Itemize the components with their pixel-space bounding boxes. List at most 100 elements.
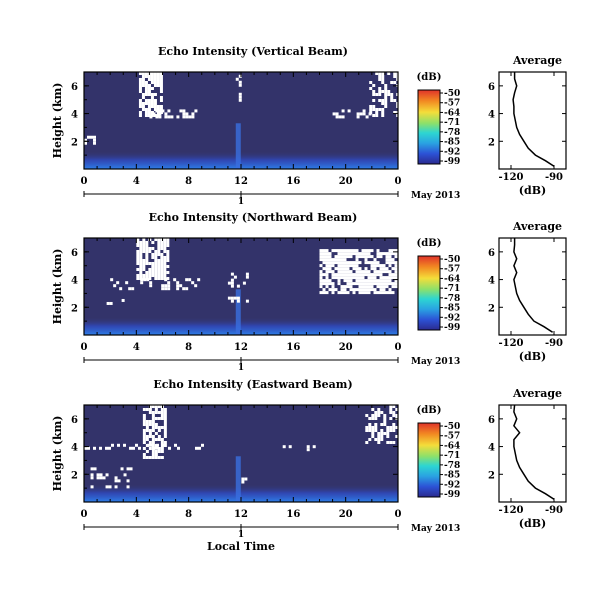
no-data-cell: [151, 444, 155, 447]
no-data-cell: [150, 93, 154, 96]
no-data-cell: [356, 112, 360, 116]
no-data-cell: [148, 247, 152, 250]
no-data-cell: [337, 258, 341, 262]
no-data-cell: [352, 249, 356, 253]
no-data-cell: [99, 473, 103, 477]
no-data-cell: [244, 477, 248, 481]
no-data-cell: [160, 241, 164, 244]
no-data-cell: [148, 456, 152, 459]
avg-y-tick-label: 4: [488, 443, 495, 454]
surface-echo-band: [84, 151, 398, 169]
no-data-cell: [151, 420, 155, 423]
no-data-cell: [126, 485, 130, 489]
no-data-cell: [368, 417, 372, 420]
no-data-cell: [319, 276, 323, 280]
no-data-cell: [369, 81, 373, 84]
no-data-cell: [322, 255, 326, 259]
no-data-cell: [385, 261, 389, 265]
no-data-cell: [382, 285, 386, 289]
no-data-cell: [153, 102, 157, 105]
no-data-cell: [334, 273, 338, 277]
no-data-cell: [139, 262, 143, 265]
no-data-cell: [331, 285, 335, 289]
no-data-cell: [349, 264, 353, 268]
no-data-cell: [166, 253, 170, 256]
no-data-cell: [147, 75, 151, 78]
no-data-cell: [93, 138, 96, 142]
no-data-cell: [136, 241, 140, 244]
no-data-cell: [306, 448, 310, 452]
no-data-cell: [145, 250, 149, 253]
no-data-cell: [163, 250, 167, 253]
no-data-cell: [385, 267, 389, 271]
no-data-cell: [383, 417, 387, 420]
no-data-cell: [151, 423, 155, 426]
no-data-cell: [84, 138, 87, 142]
no-data-cell: [383, 432, 387, 435]
no-data-cell: [368, 423, 372, 426]
no-data-cell: [145, 259, 149, 262]
no-data-cell: [372, 90, 376, 93]
no-data-cell: [352, 252, 356, 256]
no-data-cell: [139, 274, 143, 277]
no-data-cell: [151, 405, 155, 408]
no-data-cell: [365, 414, 369, 417]
no-data-cell: [153, 93, 157, 96]
no-data-cell: [387, 72, 391, 75]
no-data-cell: [325, 255, 329, 259]
no-data-cell: [151, 411, 155, 414]
no-data-cell: [349, 273, 353, 277]
no-data-cell: [378, 108, 382, 111]
no-data-cell: [179, 109, 183, 113]
no-data-cell: [373, 276, 377, 280]
no-data-cell: [376, 282, 380, 286]
no-data-cell: [337, 261, 341, 265]
no-data-cell: [322, 282, 326, 286]
no-data-cell: [161, 284, 165, 288]
no-data-cell: [151, 456, 155, 459]
no-data-cell: [174, 443, 177, 447]
no-data-cell: [156, 446, 159, 450]
no-data-cell: [325, 258, 329, 262]
no-data-cell: [142, 429, 146, 432]
no-data-cell: [367, 273, 371, 277]
no-data-cell: [392, 441, 396, 444]
no-data-cell: [163, 256, 167, 259]
no-data-cell: [136, 259, 140, 262]
no-data-cell: [150, 87, 154, 90]
no-data-cell: [188, 278, 192, 282]
no-data-cell: [139, 247, 143, 250]
no-data-cell: [177, 446, 180, 450]
surface-echo-band: [84, 484, 398, 502]
no-data-cell: [331, 249, 335, 253]
no-data-cell: [93, 141, 96, 145]
avg-x-tick-label: -120: [498, 338, 523, 349]
colorbar-tick-label: -64: [444, 274, 460, 284]
no-data-cell: [355, 255, 359, 259]
no-data-cell: [378, 93, 382, 96]
no-data-cell: [143, 278, 147, 282]
no-data-cell: [369, 105, 373, 108]
no-data-cell: [384, 96, 388, 99]
no-data-cell: [380, 438, 384, 441]
no-data-cell: [331, 270, 335, 274]
no-data-cell: [156, 75, 160, 78]
no-data-cell: [382, 264, 386, 268]
no-data-cell: [140, 278, 144, 282]
no-data-cell: [157, 244, 161, 247]
no-data-cell: [377, 435, 381, 438]
colorbar-tick-label: -71: [444, 284, 460, 294]
no-data-cell: [109, 301, 113, 305]
x-tick-label: 16: [286, 509, 300, 520]
no-data-cell: [191, 112, 195, 116]
no-data-cell: [373, 288, 377, 292]
no-data-cell: [370, 282, 374, 286]
no-data-cell: [325, 276, 329, 280]
no-data-cell: [149, 281, 153, 285]
no-data-cell: [135, 443, 138, 447]
no-data-cell: [388, 282, 392, 286]
colorbar-tick-label: -71: [444, 451, 460, 461]
no-data-cell: [337, 282, 341, 286]
no-data-cell: [150, 114, 154, 117]
no-data-cell: [373, 261, 377, 265]
